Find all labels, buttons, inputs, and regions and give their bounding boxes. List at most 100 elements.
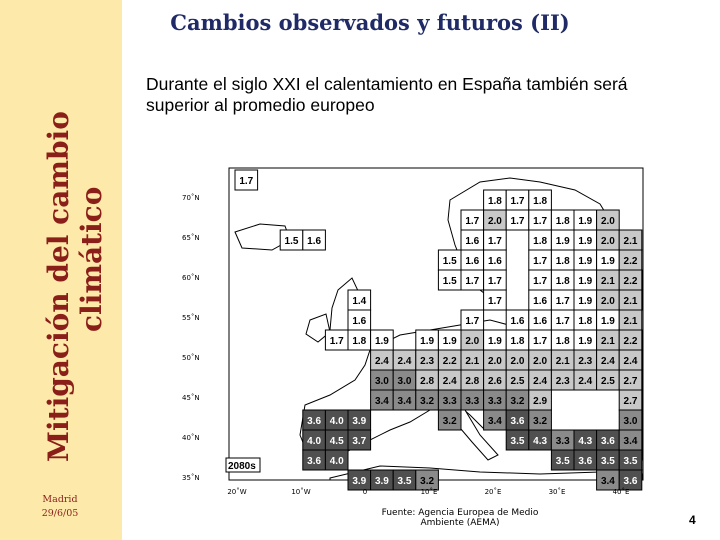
lon-label: 10˚W: [291, 488, 310, 496]
map-cell-value: 2.4: [398, 356, 412, 367]
map-cell-value: 1.9: [578, 336, 592, 347]
map-cell: 4.3: [528, 429, 552, 451]
map-cell-value: 1.8: [533, 236, 547, 247]
map-cell-value: 1.8: [556, 216, 570, 227]
map-cell: 1.9: [596, 309, 620, 331]
map-cell: 1.6: [483, 249, 507, 271]
map-cell-value: 3.7: [352, 436, 366, 447]
lat-label: 55˚N: [182, 314, 200, 322]
map-cell-value: 3.9: [352, 476, 366, 487]
map-cell: 1.9: [573, 209, 598, 231]
map-cell-value: 2.0: [533, 356, 547, 367]
lat-label: 45˚N: [182, 394, 200, 402]
map-cell-value: 2.1: [556, 356, 570, 367]
map-cell-value: 4.0: [330, 456, 344, 467]
map-cell: 3.6: [573, 449, 598, 471]
map-cell: 3.6: [505, 409, 530, 431]
map-cell-value: 3.2: [533, 416, 547, 427]
map-cell-value: 1.9: [556, 236, 570, 247]
map-cell-value: 2.3: [556, 376, 570, 387]
map-cell: 3.5: [596, 449, 620, 471]
map-cell-value: 4.5: [330, 436, 344, 447]
map-cell: 1.6: [460, 249, 485, 271]
map-cell-value: 1.6: [307, 236, 321, 247]
map-cell: 1.9: [573, 329, 598, 351]
map-cell: 1.7: [234, 169, 259, 191]
map-cell: 2.3: [550, 369, 575, 391]
map-cell: 1.6: [460, 229, 485, 251]
map-cell-box: [234, 169, 259, 191]
map-cell-value: 2.2: [624, 276, 638, 287]
map-cell: 1.7: [460, 309, 485, 331]
map-cell-value: 1.7: [488, 236, 502, 247]
map-cell-value: 3.5: [556, 456, 570, 467]
map-cell: 3.3: [550, 429, 575, 451]
map-cell: 1.8: [528, 189, 552, 211]
map-cell-value: 2.5: [511, 376, 525, 387]
map-cell: 3.2: [415, 469, 439, 491]
map-cell: 3.0: [392, 369, 417, 391]
map-cell: 2.2: [618, 249, 643, 271]
map-cell: 3.6: [302, 409, 326, 431]
lon-label: 20˚E: [485, 488, 502, 496]
map-cell-value: 2.4: [533, 376, 547, 387]
map-cell-value: 2.4: [601, 356, 615, 367]
map-cell-value: 2.0: [601, 216, 615, 227]
map-cell-value: 2.2: [624, 256, 638, 267]
map-cell-value: 3.4: [624, 436, 638, 447]
map-cell-value: 1.8: [556, 336, 570, 347]
map-cell: 1.6: [528, 289, 552, 311]
map-cell-value: 1.8: [578, 316, 592, 327]
map-cell-value: 1.6: [533, 316, 547, 327]
map-cell: 3.9: [347, 409, 372, 431]
date-label: 29/6/05: [41, 508, 79, 519]
map-cell-value: 3.6: [578, 456, 592, 467]
warming-map: 1.7 1.8 1.7 1.8 1.7 2.0 1.7 1.7 1.8 1.9 2.0 1.5 1.6 1…: [180, 160, 646, 500]
map-cell-value: 3.3: [556, 436, 570, 447]
map-cell-value: 3.6: [601, 436, 615, 447]
map-cell-value: 2.4: [578, 376, 592, 387]
map-cell: 1.7: [528, 269, 552, 291]
map-cell-value: 1.7: [533, 336, 547, 347]
map-cell: 2.4: [437, 369, 462, 391]
map-cell-value: 2.7: [624, 376, 638, 387]
vertical-title: Mitigación del cambio climático: [0, 0, 122, 470]
map-cell-value: 1.9: [601, 316, 615, 327]
map-cell-value: 1.6: [488, 256, 502, 267]
map-cell: 2.0: [460, 329, 485, 351]
map-cell: 3.6: [596, 429, 620, 451]
map-cell-value: 1.7: [533, 276, 547, 287]
map-cell-value: 4.0: [330, 416, 344, 427]
map-cell-value: 3.5: [511, 436, 525, 447]
map-cell: 1.7: [528, 249, 552, 271]
map-cell-value: 2.3: [420, 356, 434, 367]
map-cell-value: 1.9: [420, 336, 434, 347]
lat-label: 65˚N: [182, 234, 200, 242]
map-cell: 2.1: [596, 269, 620, 291]
map-cell: 2.0: [505, 349, 530, 371]
map-cell-value: 1.8: [556, 256, 570, 267]
map-cell: 1.8: [528, 229, 552, 251]
map-cell: 1.5: [437, 269, 462, 291]
map-cell: 3.7: [347, 429, 372, 451]
map-cell-value: 1.4: [352, 296, 366, 307]
map-cell-value: 3.0: [375, 376, 389, 387]
period-label: 2080s: [228, 461, 256, 472]
map-cell-value: 3.3: [488, 396, 502, 407]
map-cell-value: 3.2: [443, 416, 457, 427]
lat-label: 60˚N: [182, 274, 200, 282]
map-cell-value: 2.1: [601, 276, 615, 287]
map-cell: 4.3: [573, 429, 598, 451]
map-cell: 3.9: [347, 469, 372, 491]
map-cell: 2.7: [618, 369, 643, 391]
map-cell: 1.6: [528, 309, 552, 331]
map-cell: 2.8: [415, 369, 439, 391]
map-cell: 2.0: [528, 349, 552, 371]
map-cell: 1.9: [415, 329, 439, 351]
map-cell-value: 1.7: [239, 176, 253, 187]
map-cell-value: 2.0: [465, 336, 479, 347]
map-cell: 2.7: [618, 389, 643, 411]
vertical-title-line1: Mitigación del cambio: [42, 111, 75, 462]
lon-label: 10˚E: [421, 488, 438, 496]
sidebar-footer: Madrid 29/6/05: [20, 493, 100, 521]
